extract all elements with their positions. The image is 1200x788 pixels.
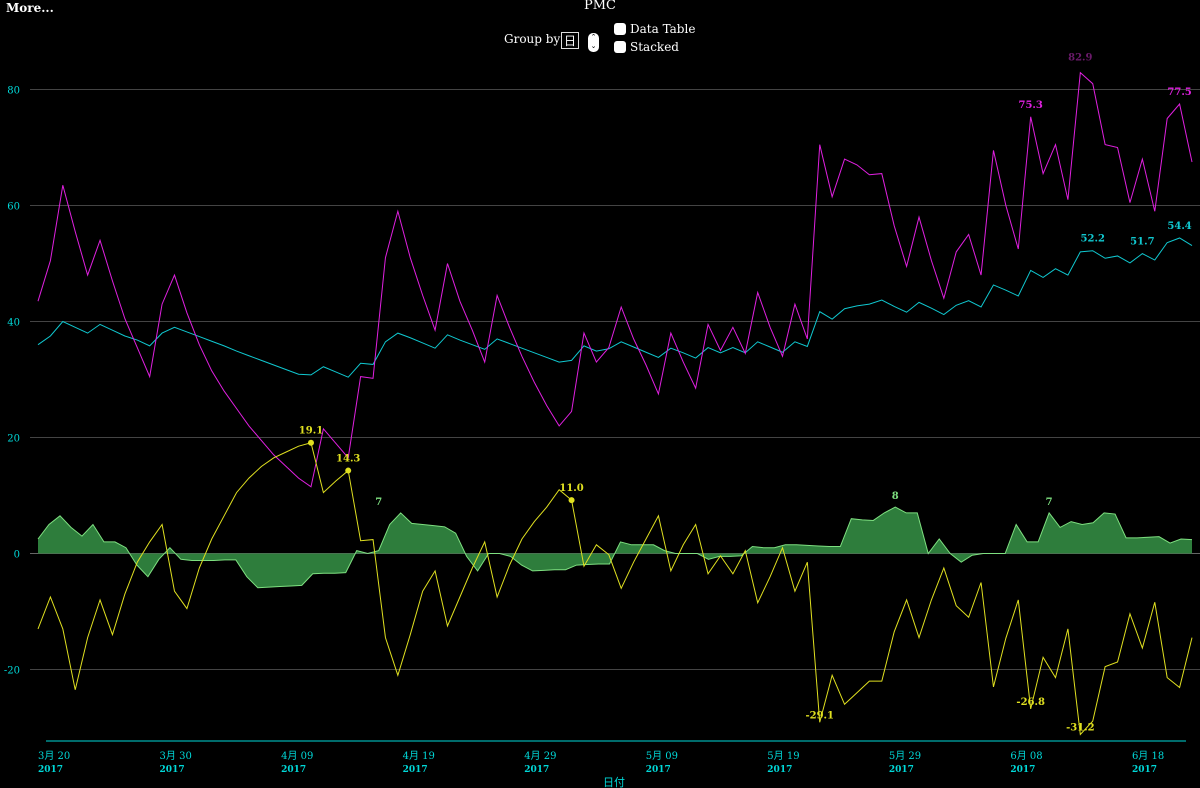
y-tick-label: 80 <box>7 86 20 97</box>
tsb-data-label: -26.8 <box>1016 697 1045 708</box>
x-tick-year: 2017 <box>767 765 792 775</box>
chevron-down-icon[interactable]: ⌄ <box>590 42 597 50</box>
area-data-label: 7 <box>1046 497 1053 508</box>
x-tick-label: 5月 19 <box>767 750 799 762</box>
x-tick-year: 2017 <box>1132 765 1157 775</box>
x-tick-label: 5月 29 <box>889 750 921 762</box>
chart-title: PMC <box>583 0 616 13</box>
tsb-series-line <box>37 442 1193 736</box>
x-tick-label: 6月 18 <box>1132 750 1164 762</box>
x-tick-year: 2017 <box>38 765 63 775</box>
tsb-data-label: 19.1 <box>299 426 323 437</box>
tsb-point <box>568 497 575 504</box>
grid-lines <box>30 89 1200 670</box>
x-tick-label: 4月 19 <box>403 750 435 762</box>
tsb-point <box>307 439 314 446</box>
x-tick-year: 2017 <box>160 765 185 775</box>
ctl-series-line <box>37 237 1193 378</box>
atl-data-label: 82.9 <box>1068 53 1092 64</box>
x-tick-year: 2017 <box>403 765 428 775</box>
x-tick-year: 2017 <box>889 765 914 775</box>
data-table-checkbox[interactable] <box>614 23 626 35</box>
x-tick-label: 4月 09 <box>281 750 313 762</box>
group-by-select[interactable]: 日 <box>561 32 579 49</box>
area-data-label: 7 <box>375 497 382 508</box>
data-labels: 7 8 7 75.3 82.9 77.5 52.2 51.7 54.4 19.1 14.3 11.0 -… <box>299 53 1192 734</box>
x-tick-label: 6月 08 <box>1010 750 1042 762</box>
atl-series-line <box>37 71 1193 488</box>
data-table-label: Data Table <box>630 22 696 36</box>
y-tick-label: 0 <box>14 550 20 561</box>
data-table-toggle[interactable]: Data Table <box>614 22 695 36</box>
y-tick-label: 20 <box>7 434 20 445</box>
x-tick-label: 5月 09 <box>646 750 678 762</box>
x-tick-year: 2017 <box>524 765 549 775</box>
area-data-label: 8 <box>892 491 899 502</box>
ctl-data-label: 51.7 <box>1130 237 1154 248</box>
atl-data-label: 77.5 <box>1167 87 1191 98</box>
ctl-data-label: 52.2 <box>1081 234 1105 245</box>
ctl-data-label: 54.4 <box>1167 221 1191 232</box>
y-tick-label: 40 <box>7 318 20 329</box>
x-tick-year: 2017 <box>1010 765 1035 775</box>
tsb-data-label: -31.2 <box>1066 722 1095 733</box>
series-lines <box>37 71 1193 736</box>
chevron-up-icon[interactable]: ⌃ <box>590 33 597 41</box>
tsb-area <box>37 506 1193 589</box>
y-tick-label: -20 <box>4 666 20 677</box>
area-line <box>37 506 1193 589</box>
stacked-label: Stacked <box>630 40 679 54</box>
x-tick-year: 2017 <box>646 765 671 775</box>
group-by-label: Group by <box>504 32 561 46</box>
axes: -20 0 20 40 60 80 3月 20 2017 3月 30 2017 4月 09 2017 4… <box>4 86 1186 775</box>
atl-data-label: 75.3 <box>1019 100 1043 111</box>
stacked-toggle[interactable]: Stacked <box>614 40 679 54</box>
x-tick-label: 3月 30 <box>160 750 192 762</box>
x-axis-label: 日付 <box>603 776 625 788</box>
group-by-stepper[interactable]: ⌃ ⌄ <box>588 33 599 52</box>
tsb-data-label: -29.1 <box>805 710 834 721</box>
tsb-data-label: 11.0 <box>559 483 583 494</box>
stacked-checkbox[interactable] <box>614 41 626 53</box>
tsb-point <box>345 467 352 474</box>
x-tick-year: 2017 <box>281 765 306 775</box>
more-link[interactable]: More... <box>6 1 54 15</box>
x-tick-label: 3月 20 <box>38 750 70 762</box>
x-tick-label: 4月 29 <box>524 750 556 762</box>
area-fill <box>38 507 1192 588</box>
y-tick-label: 60 <box>7 202 20 213</box>
tsb-data-label: 14.3 <box>336 454 360 465</box>
